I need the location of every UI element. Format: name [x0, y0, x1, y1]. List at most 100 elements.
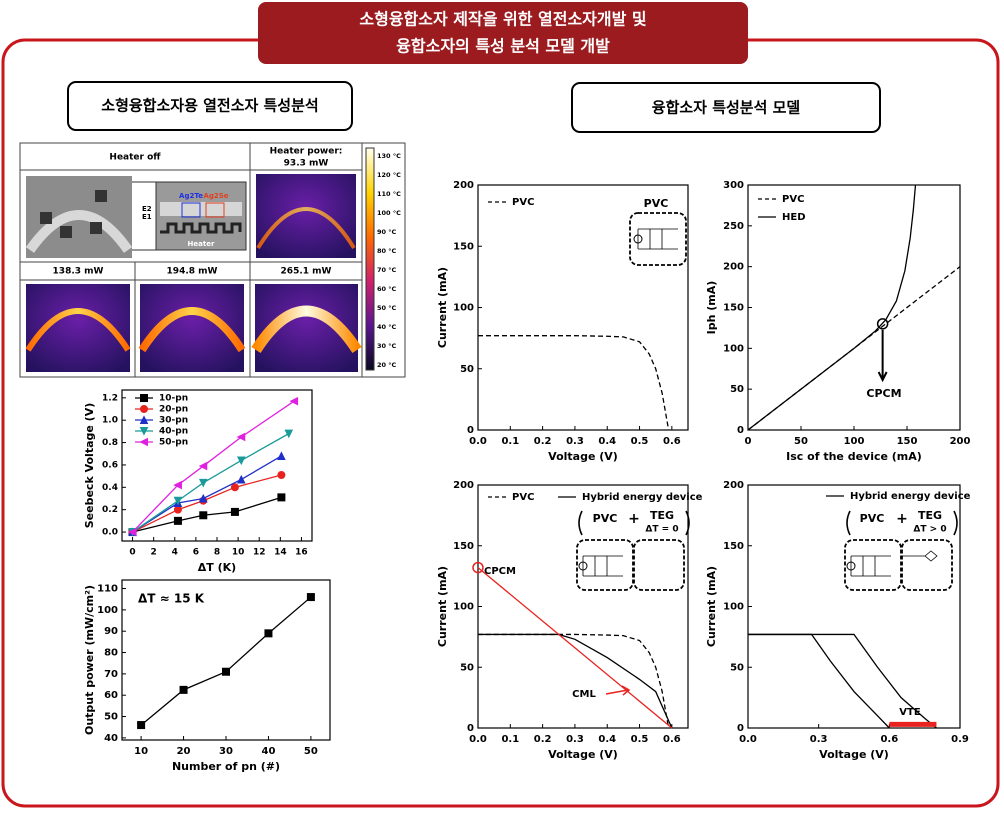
y-tick-label: 1.2 [102, 393, 118, 403]
inset-label: E2 [142, 205, 152, 213]
circuit-box [901, 539, 953, 591]
legend-label: 30-pn [159, 416, 188, 426]
y-tick-label: 1.0 [102, 416, 118, 426]
bracket [578, 510, 583, 536]
y-tick-label: 50 [730, 662, 744, 673]
cpcm-marker [472, 561, 484, 574]
section-box [67, 81, 353, 131]
x-tick-label: 0.2 [534, 436, 552, 447]
plot-frame [747, 184, 961, 431]
x-axis-label: Voltage (V) [548, 450, 618, 463]
chart: 0 50 100 150 200 0 50 100 150 200 250 300 Isc of the… [705, 180, 970, 463]
inset-label: Ag2Te [179, 192, 203, 200]
chart: 10 20 30 40 50 40 50 60 70 80 90 100 110 Number of pn… [83, 579, 331, 773]
plot-frame [747, 484, 961, 729]
x-tick-label: 0.4 [598, 734, 616, 745]
colorbar [365, 147, 375, 371]
x-tick-label: 0.0 [469, 436, 487, 447]
y-axis-label: Iph (mA) [705, 281, 718, 335]
y-tick-label: 0.2 [102, 505, 118, 515]
series-line [478, 335, 670, 431]
x-axis-label: ΔT (K) [198, 561, 236, 574]
thermal-panel: Heater off Heater power: 93.3 mW 138.3 m… [19, 142, 406, 378]
chart: 0.0 0.1 0.2 0.3 0.4 0.5 0.6 0 50 100 150 200 Voltage… [436, 480, 703, 761]
marker [236, 456, 246, 466]
colorbar-label: 40 °C [377, 323, 397, 331]
annotation: PVC [860, 512, 885, 525]
marker [127, 527, 137, 537]
circuit-box [844, 539, 902, 591]
x-tick-label: 0.2 [534, 734, 552, 745]
colorbar-label: 90 °C [377, 228, 397, 236]
legend-label: 20-pn [159, 405, 188, 415]
annotation: TEG [918, 509, 942, 522]
banner-line: 소형융합소자 제작을 위한 열전소자개발 및 [359, 10, 646, 29]
marker [230, 483, 239, 492]
annotation: PVC [593, 512, 618, 525]
annotation: ΔT ≈ 15 K [138, 592, 205, 606]
colorbar-label: 30 °C [377, 342, 397, 350]
marker [140, 394, 148, 402]
x-tick-label: 4 [172, 548, 178, 558]
y-tick-label: 100 [453, 303, 474, 314]
arrow [877, 329, 888, 383]
legend-label: PVC [512, 492, 534, 503]
x-tick-label: 6 [193, 548, 199, 558]
y-tick-label: 50 [460, 662, 474, 673]
colorbar-label: 120 °C [377, 171, 401, 179]
marker [289, 396, 299, 406]
x-tick-label: 0.6 [663, 436, 681, 447]
x-tick-label: 16 [295, 548, 308, 558]
marker [236, 432, 246, 442]
plot-frame [477, 184, 689, 431]
marker [277, 471, 286, 480]
colorbar-label: 80 °C [377, 247, 397, 255]
y-axis-label: Output power (mW/cm²) [83, 585, 96, 735]
plot-frame [477, 484, 689, 729]
section-title: 융합소자 특성분석 모델 [652, 99, 801, 117]
y-tick-label: 250 [723, 221, 744, 232]
marker [306, 593, 315, 602]
y-tick-label: 0 [737, 425, 744, 436]
x-tick-label: 150 [897, 436, 918, 447]
thermal-header: Heater off [109, 153, 161, 163]
y-axis-label: Seebeck Voltage (V) [83, 403, 96, 529]
annotation: + [896, 511, 908, 527]
x-tick-label: 0.0 [469, 734, 487, 745]
y-tick-label: 100 [97, 605, 118, 616]
y-tick-label: 0 [467, 425, 474, 436]
marker [198, 461, 208, 471]
marker [199, 511, 208, 520]
y-tick-label: 90 [104, 626, 118, 637]
section-title: 소형융합소자용 열전소자 특성분석 [101, 97, 318, 115]
x-tick-label: 50 [794, 436, 808, 447]
marker [173, 496, 183, 506]
colorbar-label: 20 °C [377, 361, 397, 369]
thermal-header: Heater power: [270, 147, 343, 157]
y-tick-label: 200 [453, 480, 474, 491]
circuit-wire [901, 550, 938, 562]
colorbar-label: 70 °C [377, 266, 397, 274]
inset-label: E1 [142, 213, 152, 221]
y-tick-label: 50 [730, 384, 744, 395]
section-box [571, 82, 881, 133]
y-tick-label: 100 [723, 602, 744, 613]
legend-label: Hybrid energy device [850, 491, 971, 502]
y-tick-label: 70 [104, 669, 118, 680]
annotation: CPCM [866, 387, 901, 400]
y-tick-label: 100 [723, 343, 744, 354]
annotation: VTE [899, 707, 921, 718]
x-tick-label: 12 [253, 548, 266, 558]
annotation: ΔT > 0 [913, 525, 946, 535]
x-tick-label: 0.3 [566, 734, 584, 745]
y-tick-label: 150 [453, 241, 474, 252]
circuit-wire [850, 555, 891, 577]
y-tick-label: 80 [104, 648, 118, 659]
y-tick-label: 50 [460, 364, 474, 375]
circuit-box [633, 539, 685, 591]
x-axis-label: Voltage (V) [819, 748, 889, 761]
x-tick-label: 0.4 [598, 436, 616, 447]
colorbar-label: 50 °C [377, 304, 397, 312]
legend-label: 50-pn [159, 438, 188, 448]
y-tick-label: 60 [104, 690, 118, 701]
